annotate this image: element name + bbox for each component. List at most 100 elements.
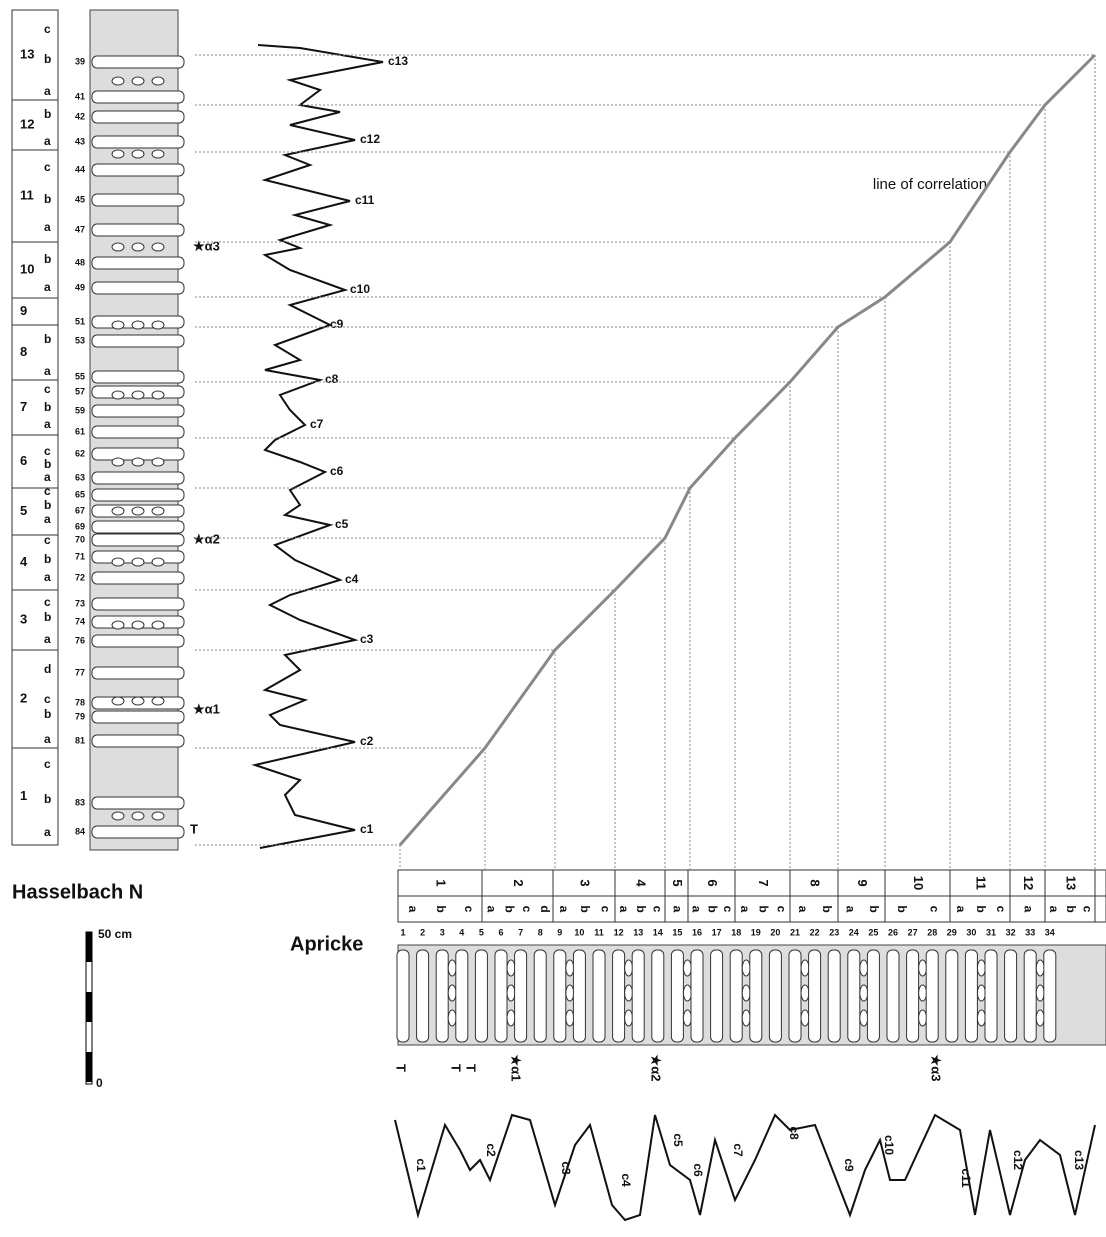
bed-label: 32: [1006, 927, 1016, 937]
cycle-label: c4: [619, 1173, 633, 1187]
nodule: [742, 960, 750, 976]
nodule: [625, 1010, 633, 1026]
subunit-label: b: [44, 457, 51, 471]
marker-label: ★α2: [649, 1055, 664, 1082]
cycle-label: c3: [559, 1161, 573, 1175]
scale-label: 50 cm: [98, 927, 132, 941]
subunit-label: a: [670, 906, 684, 913]
cycle-label: c1: [414, 1158, 428, 1172]
subunit-label: c: [44, 444, 51, 458]
marker-label: ★α1: [509, 1055, 524, 1082]
limestone-bed: [92, 635, 184, 647]
limestone-bed: [809, 950, 821, 1042]
bed-label: 59: [75, 405, 85, 415]
nodule: [112, 150, 124, 158]
subunit-label: a: [485, 906, 499, 913]
cycle-label: c8: [325, 372, 339, 386]
subunit-label: a: [44, 134, 51, 148]
limestone-bed: [985, 950, 997, 1042]
nodule: [860, 985, 868, 1001]
subunit-label: a: [44, 280, 51, 294]
unit-label: 6: [20, 453, 27, 468]
subunit-label: b: [44, 332, 51, 346]
subunit-label: a: [44, 570, 51, 584]
limestone-bed: [1005, 950, 1017, 1042]
unit-label: 12: [1021, 876, 1036, 890]
subunit-label: b: [44, 552, 51, 566]
subunit-label: a: [44, 84, 51, 98]
bed-label: 79: [75, 711, 85, 721]
bed-label: 14: [653, 927, 663, 937]
subunit-label: a: [44, 364, 51, 378]
unit-label: 10: [20, 261, 34, 276]
nodule: [566, 1010, 574, 1026]
limestone-bed: [92, 335, 184, 347]
marker-label: ★α1: [193, 701, 220, 716]
bed-label: 73: [75, 598, 85, 608]
bed-label: 49: [75, 282, 85, 292]
limestone-bed: [92, 111, 184, 123]
subunit-label: b: [44, 107, 51, 121]
nodule: [1036, 1010, 1044, 1026]
cycle-label: c5: [671, 1133, 685, 1147]
unit-label: 11: [20, 187, 34, 202]
limestone-bed: [965, 950, 977, 1042]
cycle-label: c3: [360, 632, 374, 646]
subunit-label: d: [538, 905, 552, 912]
bed-label: 33: [1025, 927, 1035, 937]
subunit-label: b: [895, 905, 909, 912]
correlation-label-line: line of correlation: [873, 176, 987, 193]
subunit-label: c: [44, 22, 51, 36]
cycle-label: c9: [842, 1158, 856, 1172]
cycle-label: c11: [355, 193, 375, 207]
nodule: [152, 697, 164, 705]
subunit-label: b: [867, 905, 881, 912]
subunit-label: c: [721, 906, 735, 913]
unit-label: 9: [20, 303, 27, 318]
cycle-label: c12: [360, 132, 380, 146]
cycle-label: c1: [360, 822, 374, 836]
nodule: [152, 391, 164, 399]
subunit-label: b: [502, 905, 516, 912]
correlation-line: [400, 55, 1095, 845]
nodule: [112, 458, 124, 466]
limestone-bed: [828, 950, 840, 1042]
scale-segment: [86, 932, 92, 962]
subunit-label: c: [44, 692, 51, 706]
bed-label: 70: [75, 534, 85, 544]
marker-label: T: [449, 1064, 464, 1072]
bed-label: 84: [75, 826, 85, 836]
unit-label: 4: [634, 879, 649, 887]
bed-label: 44: [75, 164, 85, 174]
unit-label: 5: [670, 879, 685, 886]
unit-label: 7: [20, 399, 27, 414]
subunit-label: c: [462, 906, 476, 913]
bed-label: 30: [966, 927, 976, 937]
unit-label: 2: [511, 879, 526, 886]
subunit-label: a: [690, 906, 704, 913]
subunit-label: c: [1080, 906, 1094, 913]
nodule: [112, 507, 124, 515]
figure: Hasselbach N Apricke line of correlation…: [0, 0, 1106, 1237]
subunit-label: b: [44, 252, 51, 266]
bed-label: 71: [75, 551, 85, 561]
unit-label: 5: [20, 503, 27, 518]
nodule: [977, 1010, 985, 1026]
apricke-curve: [395, 1115, 1095, 1220]
limestone-bed: [711, 950, 723, 1042]
cycle-label: c6: [691, 1163, 705, 1177]
subunit-label: a: [1047, 906, 1061, 913]
cycle-label: c13: [1072, 1150, 1086, 1170]
limestone-bed: [92, 521, 184, 533]
subunit-label: c: [44, 595, 51, 609]
nodule: [742, 1010, 750, 1026]
limestone-bed: [1024, 950, 1036, 1042]
cycle-label: c8: [787, 1126, 801, 1140]
apricke-title: Apricke: [290, 933, 363, 955]
subunit-label: c: [775, 906, 789, 913]
limestone-bed: [92, 797, 184, 809]
limestone-bed: [92, 371, 184, 383]
bed-label: 34: [1045, 927, 1055, 937]
nodule: [860, 960, 868, 976]
nodule: [448, 985, 456, 1001]
